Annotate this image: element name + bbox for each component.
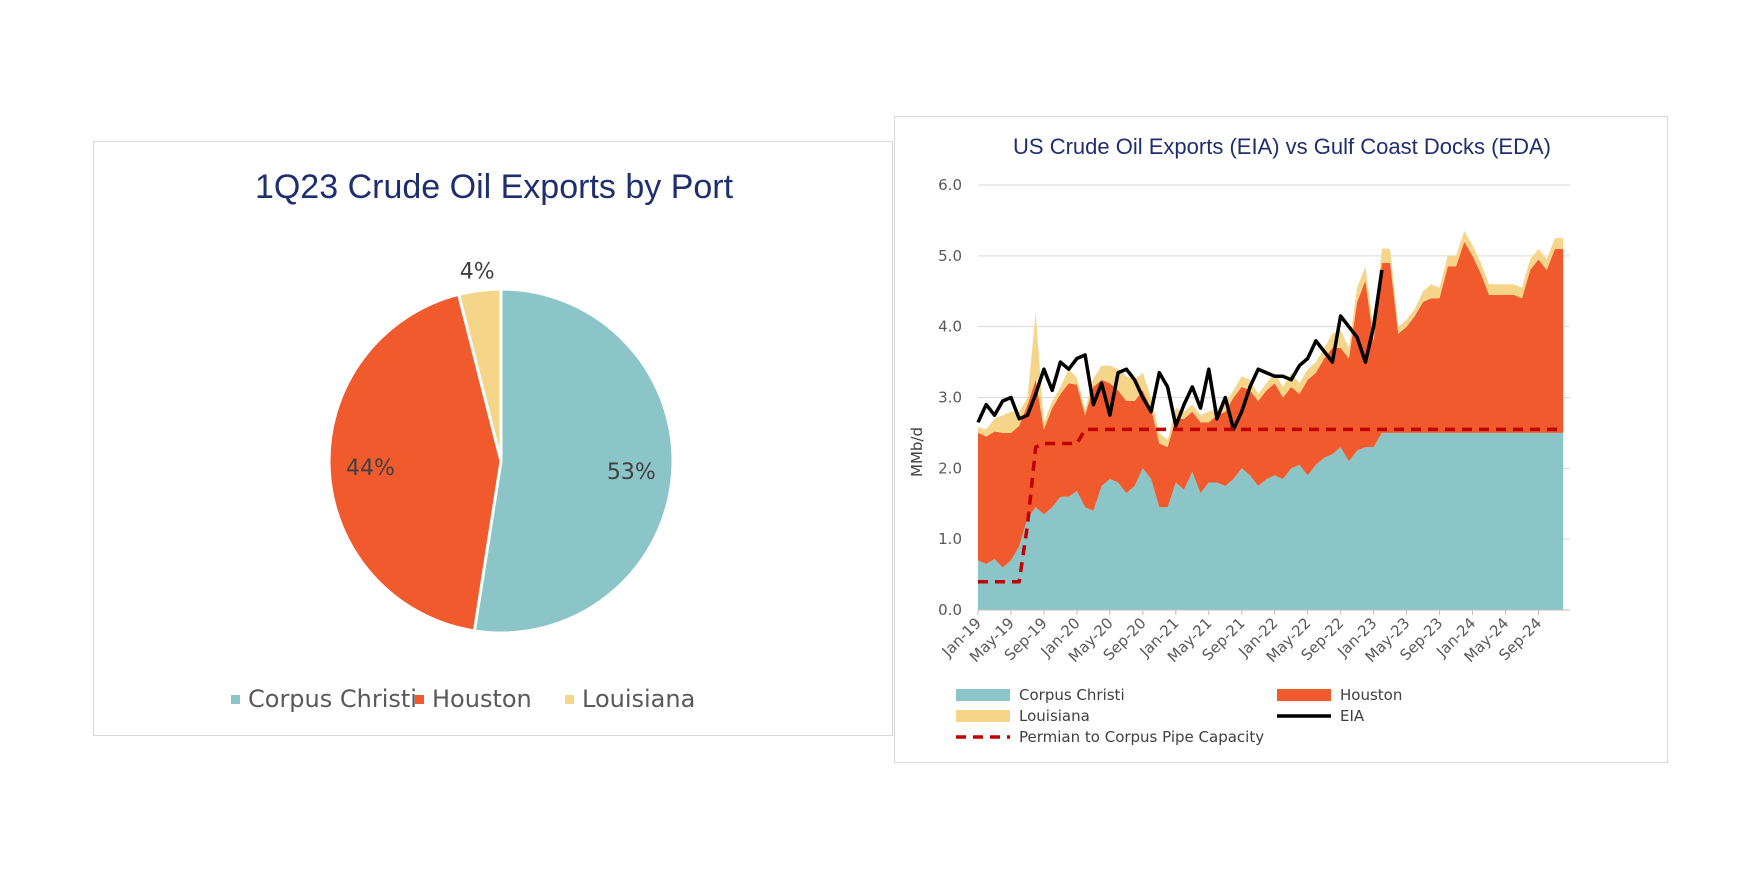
y-tick-label: 0.0 [938, 601, 962, 619]
area-chart-title: US Crude Oil Exports (EIA) vs Gulf Coast… [1013, 134, 1551, 159]
legend-item-corpus-christi: Corpus Christi [956, 686, 1125, 704]
y-tick-label: 4.0 [938, 318, 962, 336]
pie-data-label-louisiana: 4% [460, 259, 495, 284]
legend-item-eia: EIA [1277, 707, 1365, 725]
legend-swatch [956, 689, 1010, 701]
pie-legend-item-corpus-christi: Corpus Christi [231, 685, 417, 713]
legend-swatch [231, 695, 240, 704]
y-tick-label: 2.0 [938, 459, 962, 477]
legend-label: Houston [432, 685, 532, 713]
pie-data-label-corpus-christi: 53% [607, 460, 656, 485]
legend-swatch [956, 710, 1010, 722]
pie-slice-houston [327, 292, 503, 633]
pie-data-label-houston: 44% [346, 456, 395, 481]
area-chart: US Crude Oil Exports (EIA) vs Gulf Coast… [908, 134, 1570, 746]
legend-label: Louisiana [1019, 707, 1090, 725]
pie-slice-corpus-christi [472, 287, 675, 635]
legend-swatch [1277, 689, 1331, 701]
legend-label: Corpus Christi [248, 685, 417, 713]
line-series-eia [976, 269, 1384, 432]
legend-label: Houston [1340, 686, 1402, 704]
legend-swatch [565, 695, 574, 704]
y-axis-label: MMb/d [908, 427, 926, 477]
pie-slice-louisiana [456, 287, 503, 462]
legend-label: Louisiana [582, 685, 695, 713]
y-tick-label: 6.0 [938, 176, 962, 194]
pie-chart-panel: 1Q23 Crude Oil Exports by Port 53% 44% 4% … [93, 141, 893, 736]
legend-label: EIA [1340, 707, 1365, 725]
area-series-houston [978, 241, 1564, 568]
pie-chart-title: 1Q23 Crude Oil Exports by Port [255, 168, 734, 206]
legend-item-houston: Houston [1277, 686, 1402, 704]
pie-legend-item-louisiana: Louisiana [565, 685, 695, 713]
legend-label: Permian to Corpus Pipe Capacity [1019, 728, 1264, 746]
legend-item-permian-to-corpus-pipe-capacity: Permian to Corpus Pipe Capacity [956, 728, 1264, 746]
legend-label: Corpus Christi [1019, 686, 1125, 704]
area-series-louisiana [978, 231, 1564, 448]
y-tick-label: 3.0 [938, 389, 962, 407]
pie-legend-item-houston: Houston [415, 685, 532, 713]
line-series-permian-to-corpus-pipe-capacity [978, 427, 1564, 584]
pie-chart: 1Q23 Crude Oil Exports by Port 53%44%4% … [231, 168, 734, 713]
legend-item-louisiana: Louisiana [956, 707, 1090, 725]
y-tick-label: 5.0 [938, 247, 962, 265]
legend-swatch [415, 695, 424, 704]
area-series-corpus-christi [978, 432, 1564, 610]
y-tick-label: 1.0 [938, 530, 962, 548]
area-chart-panel: US Crude Oil Exports (EIA) vs Gulf Coast… [894, 116, 1668, 763]
